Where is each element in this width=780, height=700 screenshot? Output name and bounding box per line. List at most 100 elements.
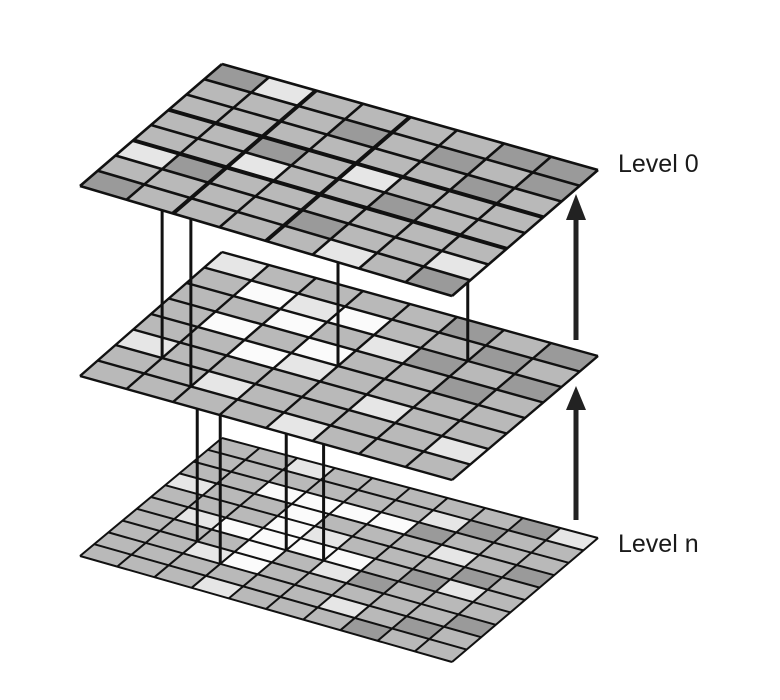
bottom-level-cell bbox=[80, 544, 132, 567]
bottom-level-grid-line bbox=[376, 517, 524, 642]
middle-level-grid-line bbox=[358, 329, 505, 455]
top-level-cell bbox=[485, 143, 551, 173]
top-level-cell bbox=[168, 94, 234, 124]
middle-level-cell bbox=[251, 265, 316, 294]
bottom-level-cell bbox=[487, 577, 540, 600]
bottom-level-cell bbox=[392, 616, 444, 640]
bottom-level-cell bbox=[108, 520, 160, 543]
bottom-level-cell bbox=[122, 508, 175, 532]
bottom-level-cell bbox=[168, 553, 221, 576]
top-level-cell bbox=[284, 210, 349, 240]
middle-level-cell bbox=[233, 280, 299, 309]
bottom-level-cell bbox=[191, 575, 244, 599]
middle-level-cell bbox=[395, 407, 461, 436]
bottom-level-cell bbox=[366, 512, 419, 535]
top-level-cell bbox=[208, 167, 274, 197]
bottom-level-cell bbox=[406, 603, 459, 627]
top-level-cell bbox=[186, 79, 252, 108]
top-level-cell bbox=[298, 90, 363, 120]
top-level-cell bbox=[237, 196, 302, 226]
bottom-level-grid-line bbox=[451, 537, 599, 663]
top-level-partition-line bbox=[171, 88, 318, 216]
middle-level-grid-line bbox=[115, 343, 489, 451]
middle-level-cell bbox=[208, 355, 274, 384]
bottom-level-cell bbox=[271, 550, 324, 573]
bottom-level-cell bbox=[294, 572, 347, 596]
bottom-level-cell bbox=[188, 495, 241, 518]
top-level-cell bbox=[215, 107, 281, 137]
top-level-cell bbox=[431, 190, 497, 220]
middle-level-cell bbox=[302, 381, 367, 410]
top-level-cell bbox=[377, 237, 442, 267]
bottom-level-cell bbox=[404, 522, 457, 545]
bottom-level-cell bbox=[433, 498, 486, 521]
middle-level-cell bbox=[460, 405, 525, 434]
middle-level-cell bbox=[266, 412, 331, 441]
middle-level-cell bbox=[173, 386, 238, 415]
top-level-cell bbox=[359, 252, 424, 283]
middle-level-cell bbox=[405, 451, 471, 480]
bottom-level-cell bbox=[263, 515, 315, 539]
top-level-cell bbox=[173, 198, 238, 228]
bottom-level-cell bbox=[291, 491, 344, 515]
bottom-level-cell bbox=[228, 586, 281, 609]
middle-level-grid-line bbox=[132, 328, 508, 435]
bottom-level-cell bbox=[502, 565, 555, 588]
top-level-cell bbox=[291, 150, 356, 179]
bottom-level-cell bbox=[456, 520, 509, 543]
bottom-level-cell bbox=[205, 563, 258, 587]
middle-level-cell bbox=[237, 384, 302, 413]
arrow-up-icon bbox=[566, 386, 586, 520]
middle-level-grid-line bbox=[404, 342, 552, 468]
middle-level-cell bbox=[298, 278, 363, 307]
top-level-grid-line bbox=[311, 129, 458, 256]
bottom-level-cell bbox=[179, 461, 232, 484]
top-level-partition-line bbox=[168, 107, 544, 220]
middle-level-cell bbox=[338, 350, 403, 379]
top-level-cell bbox=[144, 169, 209, 199]
bottom-level-cell bbox=[398, 569, 451, 592]
bottom-level-cell bbox=[254, 481, 307, 504]
middle-level-cell bbox=[438, 317, 504, 346]
top-level-cell bbox=[302, 194, 367, 224]
middle-level-cell bbox=[151, 298, 216, 327]
top-level-cell bbox=[226, 152, 292, 181]
top-level-cell bbox=[330, 223, 396, 253]
middle-level-cell bbox=[496, 374, 562, 403]
bottom-level-grid-line bbox=[93, 543, 467, 651]
bottom-level-cell bbox=[245, 448, 298, 470]
bottom-level-cell bbox=[464, 554, 517, 578]
middle-level-cell bbox=[244, 324, 310, 353]
bottom-level-grid-line bbox=[414, 527, 562, 653]
top-level-cell bbox=[441, 235, 507, 265]
middle-level-cell bbox=[345, 291, 410, 320]
bottom-level-cell bbox=[306, 479, 359, 503]
bottom-level-cell bbox=[427, 544, 480, 568]
bottom-level-cell bbox=[323, 548, 376, 571]
top-level-cell bbox=[423, 250, 489, 281]
middle-level-cell bbox=[144, 358, 209, 387]
bottom-level-cell bbox=[435, 579, 488, 603]
bottom-level-grid-line bbox=[108, 531, 482, 639]
middle-level-cell bbox=[226, 340, 292, 369]
middle-level-cell bbox=[423, 436, 489, 465]
bottom-level-cell bbox=[174, 507, 226, 530]
middle-level-cell bbox=[320, 366, 385, 395]
middle-level-cell bbox=[255, 368, 320, 397]
middle-level-cell bbox=[262, 309, 328, 338]
bottom-level-cell bbox=[257, 562, 310, 585]
bottom-level-cell bbox=[429, 626, 482, 650]
bottom-level-cell bbox=[381, 500, 434, 523]
top-level-cell bbox=[179, 138, 245, 168]
bottom-level-cell bbox=[479, 542, 532, 566]
top-level-cell bbox=[190, 182, 256, 212]
middle-level-cell bbox=[97, 345, 163, 374]
bottom-level-cell bbox=[340, 617, 393, 641]
middle-level-cell bbox=[384, 363, 450, 392]
top-level-cell bbox=[309, 134, 374, 164]
bottom-level-cell bbox=[369, 593, 422, 617]
top-level-grid-line bbox=[404, 155, 552, 284]
top-level-cell bbox=[312, 239, 378, 269]
middle-level-cell bbox=[291, 337, 356, 366]
